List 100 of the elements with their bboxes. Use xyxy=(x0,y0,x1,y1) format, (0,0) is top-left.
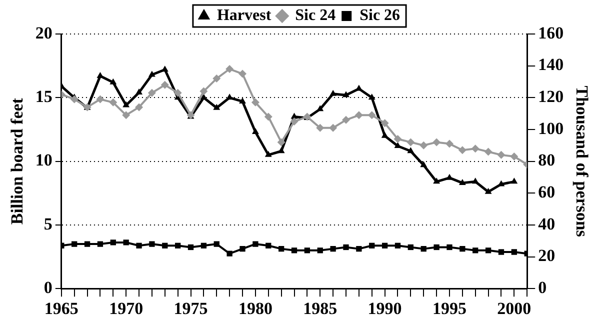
point xyxy=(330,90,337,96)
point xyxy=(394,242,401,248)
x-tick-label: 1970 xyxy=(109,299,144,318)
point xyxy=(498,180,505,186)
point xyxy=(212,74,221,83)
point xyxy=(460,246,466,252)
point xyxy=(214,241,220,247)
point xyxy=(368,94,376,100)
point xyxy=(342,91,350,98)
legend-label: Sic 24 xyxy=(295,7,336,24)
x-tick-label: 1975 xyxy=(174,299,208,318)
point xyxy=(356,246,362,252)
point xyxy=(484,148,492,156)
point xyxy=(458,146,466,154)
point xyxy=(485,248,492,254)
point xyxy=(188,244,194,250)
point xyxy=(498,249,504,255)
point xyxy=(445,140,454,148)
point xyxy=(110,78,117,84)
point xyxy=(135,103,144,112)
y2-tick-label: 40 xyxy=(538,214,556,234)
y-tick-label: 0 xyxy=(44,278,52,297)
x-tick-label: 1990 xyxy=(368,299,402,318)
x-tick-label: 1965 xyxy=(44,299,78,318)
point xyxy=(264,112,272,121)
legend-label: Harvest xyxy=(216,7,272,24)
point xyxy=(408,244,414,250)
point xyxy=(471,144,480,153)
x-tick-label: 1995 xyxy=(432,299,466,318)
point xyxy=(458,178,466,185)
legend-label: Sic 26 xyxy=(360,7,400,24)
point xyxy=(380,119,389,128)
point xyxy=(290,118,298,126)
point xyxy=(472,248,478,254)
point xyxy=(368,111,376,120)
point xyxy=(394,135,402,144)
point xyxy=(109,98,118,106)
point xyxy=(329,124,338,132)
point xyxy=(407,147,414,154)
point xyxy=(316,105,324,112)
point xyxy=(251,98,260,106)
point xyxy=(420,161,428,168)
y2-tick-label: 100 xyxy=(538,118,564,138)
point xyxy=(484,188,492,194)
point xyxy=(277,138,286,146)
point xyxy=(510,152,518,161)
point xyxy=(200,242,207,248)
point xyxy=(149,241,155,247)
y2-axis-title: Thousand of persons xyxy=(572,86,592,238)
point xyxy=(240,246,246,252)
point xyxy=(136,88,142,95)
y2-tick-label: 80 xyxy=(538,150,556,170)
point xyxy=(174,88,182,97)
point xyxy=(434,244,440,250)
point xyxy=(136,242,142,248)
point xyxy=(266,242,272,248)
point xyxy=(160,80,169,89)
point xyxy=(330,246,336,252)
point xyxy=(122,111,130,120)
point xyxy=(264,150,272,157)
point xyxy=(511,249,517,255)
point xyxy=(226,65,234,74)
point xyxy=(420,141,428,150)
point xyxy=(123,240,129,246)
point xyxy=(174,242,181,248)
point xyxy=(252,128,259,134)
point xyxy=(97,241,104,247)
point xyxy=(239,97,246,104)
point xyxy=(420,246,426,252)
point xyxy=(148,70,156,77)
point xyxy=(316,124,324,132)
point xyxy=(213,104,220,110)
y2-tick-label: 60 xyxy=(538,182,556,202)
point xyxy=(252,241,258,247)
point xyxy=(84,241,90,247)
point xyxy=(406,138,415,146)
point xyxy=(96,95,104,104)
y2-tick-label: 140 xyxy=(538,55,564,74)
y2-tick-label: 160 xyxy=(538,23,564,42)
point xyxy=(342,116,350,124)
y-tick-label: 5 xyxy=(44,214,52,234)
point xyxy=(354,111,363,120)
x-tick-label: 1985 xyxy=(303,299,338,318)
y-tick-label: 15 xyxy=(35,87,52,106)
point xyxy=(446,244,452,250)
point xyxy=(510,178,518,184)
point xyxy=(70,95,78,104)
point xyxy=(433,178,440,184)
y-axis-title: Billion board feet xyxy=(8,98,27,225)
point xyxy=(432,138,441,146)
point xyxy=(226,250,232,256)
y-tick-label: 20 xyxy=(35,23,52,42)
point xyxy=(238,70,247,78)
point xyxy=(226,94,234,100)
point xyxy=(343,244,349,250)
point xyxy=(162,242,168,248)
point xyxy=(317,248,323,254)
y2-tick-label: 0 xyxy=(538,278,547,297)
y-tick-label: 10 xyxy=(35,150,52,170)
x-tick-label: 2000 xyxy=(497,299,532,318)
